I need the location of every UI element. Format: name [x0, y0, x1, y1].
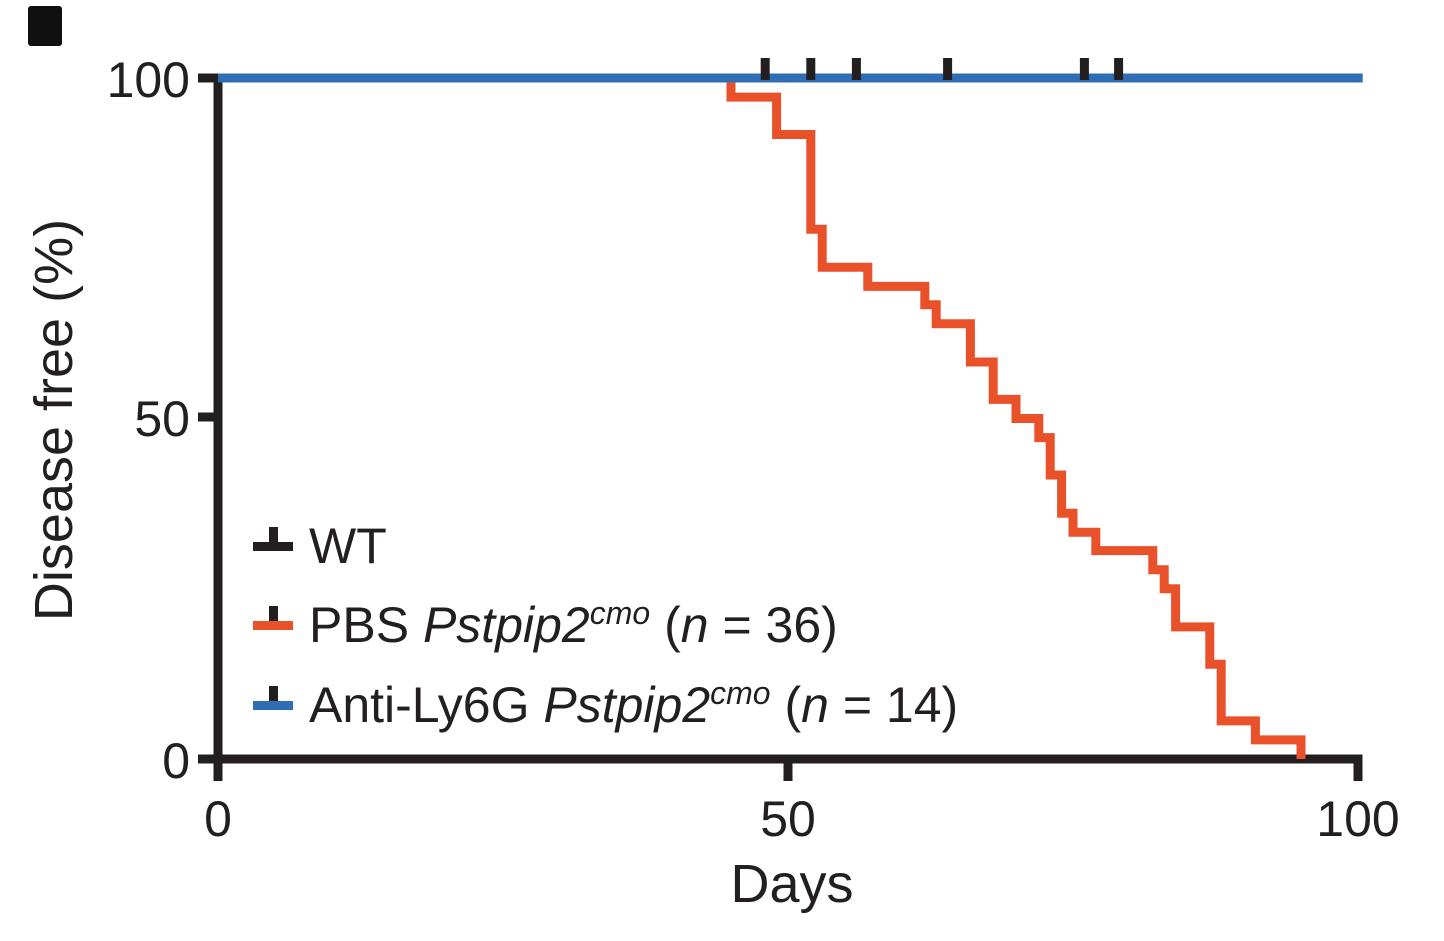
censor-tick-mark [943, 58, 953, 80]
censor-marks-layer [760, 58, 1124, 80]
censor-tick-mark [806, 58, 816, 80]
axes [198, 73, 1363, 781]
censor-tick-mark [851, 58, 861, 80]
x-tick-label-50: 50 [760, 791, 816, 847]
corner-marker [28, 6, 62, 46]
y-tick-label-0: 0 [162, 733, 190, 789]
x-tick-label-0: 0 [204, 791, 232, 847]
y-tick-label-100: 100 [107, 52, 190, 108]
censor-tick-mark [760, 58, 770, 80]
censor-tick-mark [1079, 58, 1089, 80]
tick-labels: 100 50 0 0 50 100 [107, 52, 1400, 847]
series-curve-pbs-pstpip2cmo [726, 78, 1306, 759]
censor-tick-mark [1114, 58, 1124, 80]
y-tick-label-50: 50 [134, 391, 190, 447]
x-tick-label-100: 100 [1316, 791, 1399, 847]
series-layer [218, 73, 1363, 759]
y-axis-title: Disease free (%) [24, 219, 84, 621]
x-axis-title: Days [730, 854, 853, 914]
